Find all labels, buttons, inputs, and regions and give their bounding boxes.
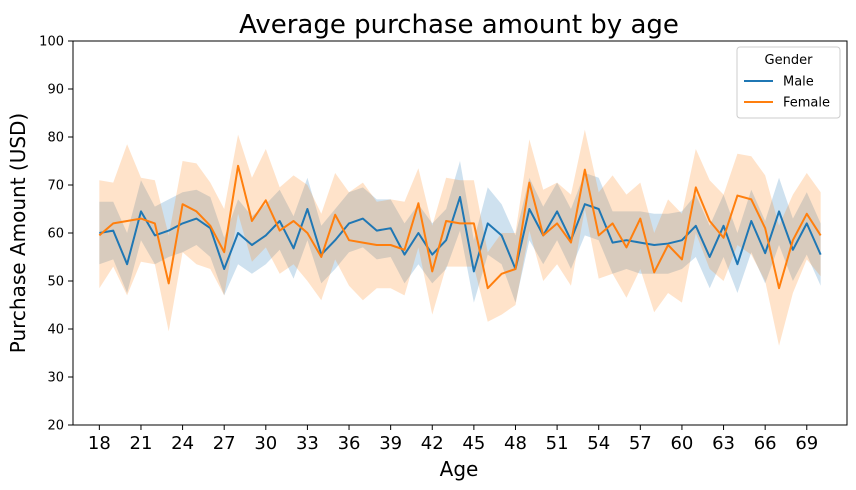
- y-tick-label: 30: [47, 371, 64, 386]
- x-tick-label: 39: [379, 433, 402, 454]
- x-tick-label: 54: [587, 433, 610, 454]
- y-tick-label: 80: [47, 131, 64, 146]
- confidence-band-female: [99, 129, 821, 346]
- x-tick-label: 45: [462, 433, 485, 454]
- plot-area: [98, 129, 822, 346]
- legend: Gender Male Female: [736, 46, 841, 119]
- x-tick-label: 48: [504, 433, 527, 454]
- x-tick-label: 21: [130, 433, 153, 454]
- y-tick-label: 100: [39, 35, 64, 50]
- x-tick-label: 24: [171, 433, 194, 454]
- series-line-female: [98, 164, 822, 290]
- legend-label-female: Female: [783, 96, 830, 111]
- axes: 18 21 24 27 30 33 36 39 42 45 48 51 54 57 60 63 66 69 20 30…: [39, 35, 848, 454]
- legend-title: Gender: [765, 53, 814, 68]
- x-tick-label: 63: [712, 433, 735, 454]
- y-tick-label: 50: [47, 275, 64, 290]
- x-tick-label: 60: [670, 433, 693, 454]
- y-tick-label: 90: [47, 83, 64, 98]
- x-tick-label: 51: [546, 433, 569, 454]
- x-tick-label: 66: [754, 433, 777, 454]
- legend-label-male: Male: [783, 75, 814, 90]
- confidence-band-male: [99, 161, 821, 303]
- x-tick-label: 30: [254, 433, 277, 454]
- x-tick-label: 18: [88, 433, 111, 454]
- x-tick-label: 69: [795, 433, 818, 454]
- x-tick-label: 36: [338, 433, 361, 454]
- chart-title: Average purchase amount by age: [239, 10, 679, 40]
- y-axis-label: Purchase Amount (USD): [6, 113, 30, 353]
- x-tick-label: 33: [296, 433, 319, 454]
- y-tick-label: 40: [47, 323, 64, 338]
- x-axis-label: Age: [440, 457, 479, 481]
- y-tick-label: 20: [47, 419, 64, 434]
- legend-box: [736, 46, 841, 119]
- series-line-male: [99, 196, 822, 273]
- x-tick-label: 42: [421, 433, 444, 454]
- y-tick-label: 70: [47, 179, 64, 194]
- x-tick-label: 57: [629, 433, 652, 454]
- y-tick-label: 60: [47, 227, 64, 242]
- x-tick-label: 27: [213, 433, 236, 454]
